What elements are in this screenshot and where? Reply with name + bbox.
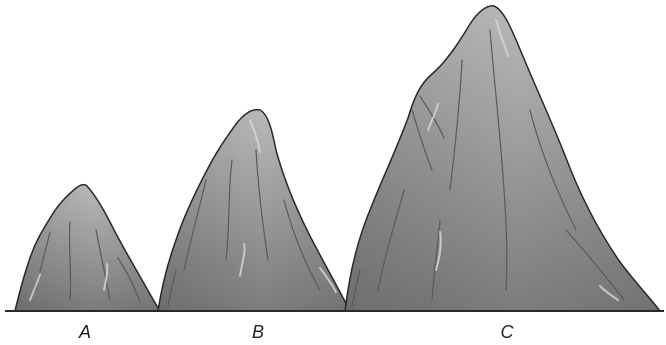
mountain-b: [158, 110, 350, 311]
illustration: A B C: [0, 0, 666, 345]
page: {"mountains": [{"label": "A"}, {"label":…: [0, 0, 666, 345]
mountain-label: C: [501, 322, 515, 342]
mountain-label: A: [78, 322, 91, 342]
mountain-c: [345, 6, 660, 311]
mountain-label: B: [252, 322, 264, 342]
mountain-a: [15, 185, 160, 311]
